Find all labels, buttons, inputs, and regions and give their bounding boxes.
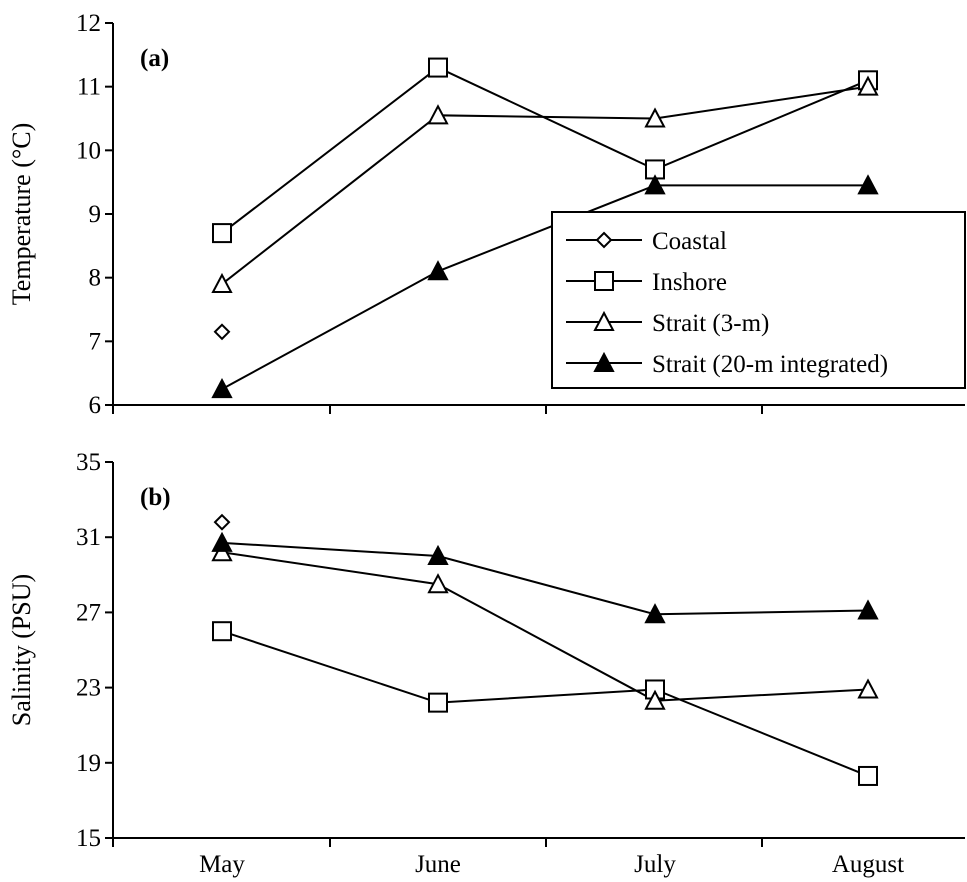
series-line-3 (221, 184, 868, 390)
data-point-series-3 (211, 377, 233, 399)
panel-b-salinity: 15 19 23 27 31 35 May June July August Salinity (P… (7, 449, 965, 878)
x-tick-label: June (415, 851, 461, 878)
data-point-series-2 (644, 689, 666, 710)
legend-marker-2 (593, 310, 615, 331)
data-point-series-1 (212, 621, 232, 642)
legend-label-2: Strait (3-m) (652, 310, 769, 337)
data-point-series-3 (644, 603, 666, 624)
y-tick-label: 8 (89, 265, 102, 292)
legend-label-0: Coastal (652, 228, 727, 255)
data-point-series-3 (644, 174, 666, 195)
data-point-series-2 (644, 107, 666, 128)
data-point-series-3 (427, 544, 449, 565)
data-point-series-1 (428, 692, 448, 713)
x-tick-label: August (832, 851, 904, 878)
series-line-1 (221, 66, 869, 234)
legend-marker-1 (594, 271, 614, 291)
legend-label-3: Strait (20-m integrated) (652, 351, 888, 378)
data-point-series-2 (211, 272, 233, 294)
data-point-series-1 (858, 765, 878, 786)
data-point-series-0 (213, 513, 231, 531)
y-axis-title: Temperature (°C) (7, 123, 36, 306)
y-tick-label: 35 (76, 449, 101, 476)
panel-label: (a) (140, 45, 169, 72)
y-tick-label: 27 (76, 599, 101, 626)
data-point-series-3 (857, 174, 879, 195)
data-point-series-3 (211, 531, 233, 552)
y-tick-label: 12 (76, 10, 101, 37)
x-tick-label: May (199, 851, 245, 878)
data-point-series-3 (857, 599, 879, 620)
series-line-2 (221, 551, 869, 702)
panel-label: (b) (140, 484, 171, 511)
legend: Coastal Inshore Strait (3-m) Strait (20-m i… (551, 211, 966, 389)
y-tick-label: 15 (76, 825, 101, 852)
data-point-series-1 (428, 57, 448, 78)
panel-a-temperature: 6 7 8 9 10 11 12 Temperature (°C) (a) Coastal Insh… (7, 10, 966, 419)
y-tick-label: 7 (89, 328, 102, 355)
y-tick-label: 19 (76, 750, 101, 777)
series-line-1 (221, 630, 869, 777)
y-tick-label: 9 (89, 201, 102, 228)
y-tick-label: 11 (77, 74, 101, 101)
y-tick-label: 10 (76, 137, 101, 164)
data-point-series-1 (212, 223, 232, 244)
legend-box (551, 211, 966, 389)
data-point-series-2 (427, 104, 449, 125)
y-tick-label: 6 (89, 392, 102, 419)
x-tick-label: July (634, 851, 676, 878)
data-point-series-2 (857, 75, 879, 96)
series-line-3 (221, 541, 869, 616)
y-tick-label: 31 (76, 524, 101, 551)
y-tick-label: 23 (76, 675, 101, 702)
series-line-2 (221, 85, 869, 285)
legend-marker-0 (595, 231, 613, 249)
data-point-series-0 (213, 323, 231, 341)
data-point-series-3 (427, 260, 449, 281)
data-point-series-2 (427, 573, 449, 594)
legend-label-1: Inshore (652, 269, 727, 296)
data-point-series-2 (857, 678, 879, 699)
y-axis-title: Salinity (PSU) (7, 574, 36, 726)
legend-marker-3 (593, 351, 615, 372)
